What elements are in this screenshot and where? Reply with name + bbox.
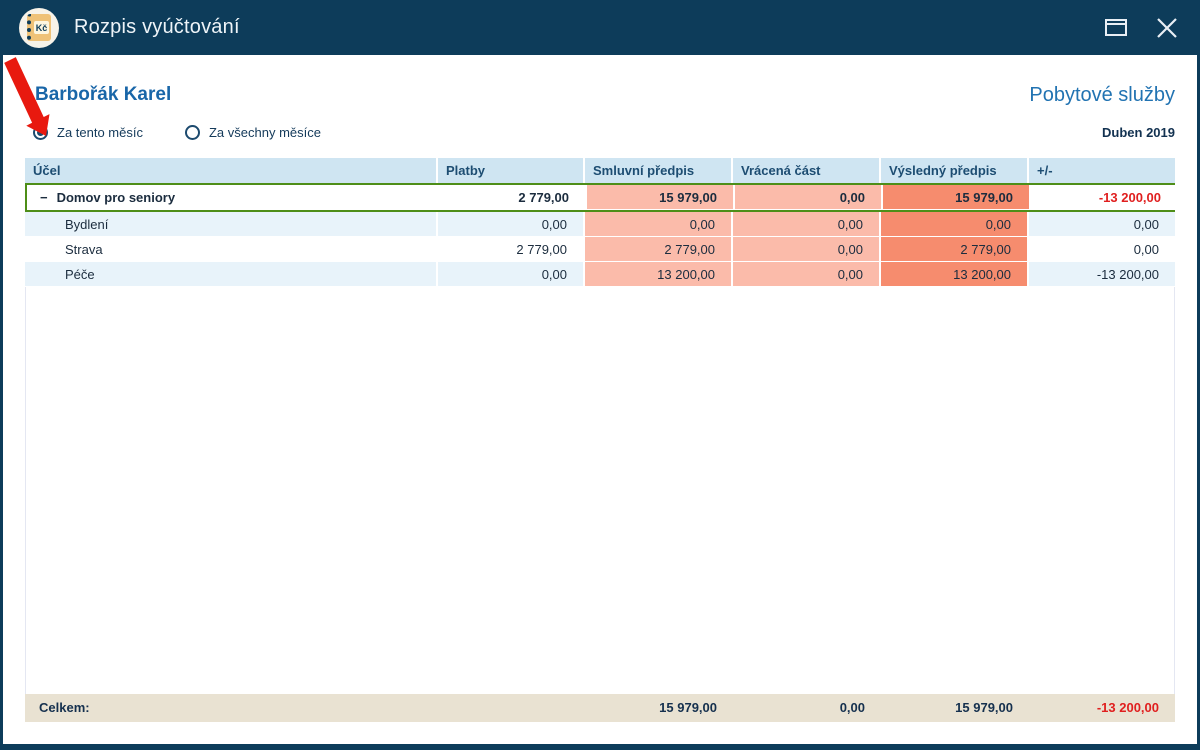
table-row-bydleni[interactable]: Bydlení 0,00 0,00 0,00 0,00 0,00 bbox=[25, 212, 1175, 237]
total-smluvni-predpis: 15 979,00 bbox=[659, 700, 717, 715]
column-header-smluvni-predpis[interactable]: Smluvní předpis bbox=[585, 158, 733, 183]
window-controls bbox=[1105, 16, 1179, 40]
cell-vracena-cast: 0,00 bbox=[735, 185, 883, 210]
service-type-label: Pobytové služby bbox=[1029, 83, 1175, 106]
cell-vracena-cast: 0,00 bbox=[733, 237, 881, 262]
collapse-icon[interactable]: − bbox=[40, 189, 48, 205]
cell-plusminus: -13 200,00 bbox=[1029, 262, 1175, 287]
radio-all-months[interactable]: Za všechny měsíce bbox=[184, 124, 321, 140]
radio-this-month-icon[interactable] bbox=[33, 124, 48, 140]
radio-all-months-label: Za všechny měsíce bbox=[208, 124, 321, 140]
cell-smluvni-predpis: 15 979,00 bbox=[587, 185, 735, 210]
column-header-ucel[interactable]: Účel bbox=[25, 158, 438, 183]
column-header-vysledny-predpis[interactable]: Výsledný předpis bbox=[881, 158, 1029, 183]
cell-vysledny-predpis: 13 200,00 bbox=[881, 262, 1029, 287]
row-label: Péče bbox=[25, 262, 438, 287]
row-label: Strava bbox=[25, 237, 438, 262]
row-label: Bydlení bbox=[25, 212, 438, 237]
total-plusminus: -13 200,00 bbox=[1096, 700, 1159, 715]
cell-vysledny-predpis: 0,00 bbox=[881, 212, 1029, 237]
table-empty-area bbox=[25, 287, 1175, 694]
cell-platby: 2 779,00 bbox=[438, 237, 585, 262]
cell-plusminus: -13 200,00 bbox=[1031, 185, 1177, 210]
cell-platby: 2 779,00 bbox=[440, 185, 587, 210]
cell-smluvni-predpis: 13 200,00 bbox=[585, 262, 733, 287]
table-row-domov-pro-seniory[interactable]: − Domov pro seniory 2 779,00 15 979,00 0… bbox=[25, 183, 1177, 212]
billing-table: Účel Platby Smluvní předpis Vrácená část… bbox=[25, 158, 1177, 722]
column-header-vracena-cast[interactable]: Vrácená část bbox=[733, 158, 881, 183]
cell-vracena-cast: 0,00 bbox=[733, 262, 881, 287]
period-filter: Za tento měsíc Za všechny měsíce Duben 2… bbox=[33, 123, 1175, 141]
column-header-platby[interactable]: Platby bbox=[438, 158, 585, 183]
cell-platby: 0,00 bbox=[438, 212, 585, 237]
titlebar: Kč Rozpis vyúčtování bbox=[3, 0, 1197, 55]
window-title: Rozpis vyúčtování bbox=[74, 16, 240, 38]
radio-all-months-icon[interactable] bbox=[184, 124, 200, 140]
period-label: Duben 2019 bbox=[1102, 124, 1175, 140]
total-vysledny-predpis: 15 979,00 bbox=[955, 700, 1013, 715]
row-label: Domov pro seniory bbox=[56, 189, 176, 205]
cell-vysledny-predpis: 15 979,00 bbox=[883, 185, 1031, 210]
content-area: Barbořák Karel Pobytové služby Za tento … bbox=[3, 55, 1197, 744]
total-label: Celkem: bbox=[39, 700, 90, 715]
total-vracena-cast: 0,00 bbox=[839, 700, 865, 715]
close-icon bbox=[1157, 17, 1177, 38]
cell-vracena-cast: 0,00 bbox=[733, 212, 881, 237]
maximize-button[interactable] bbox=[1105, 19, 1127, 36]
cell-platby: 0,00 bbox=[438, 262, 585, 287]
cell-smluvni-predpis: 2 779,00 bbox=[585, 237, 733, 262]
table-total-row: Celkem: 15 979,00 0,00 15 979,00 -13 200… bbox=[25, 694, 1175, 722]
table-row-strava[interactable]: Strava 2 779,00 2 779,00 0,00 2 779,00 0… bbox=[25, 237, 1175, 262]
close-button[interactable] bbox=[1155, 16, 1179, 40]
cell-plusminus: 0,00 bbox=[1029, 237, 1175, 262]
column-header-plusminus[interactable]: +/- bbox=[1029, 158, 1175, 183]
cell-vysledny-predpis: 2 779,00 bbox=[881, 237, 1029, 262]
table-header-row: Účel Platby Smluvní předpis Vrácená část… bbox=[25, 158, 1175, 183]
client-name: Barbořák Karel bbox=[35, 84, 172, 105]
cell-plusminus: 0,00 bbox=[1029, 212, 1175, 237]
kc-currency-icon: Kč bbox=[34, 21, 49, 34]
currency-notepad-icon: Kč bbox=[27, 14, 51, 41]
cell-smluvni-predpis: 0,00 bbox=[585, 212, 733, 237]
radio-this-month[interactable]: Za tento měsíc bbox=[33, 124, 143, 140]
radio-this-month-label: Za tento měsíc bbox=[57, 124, 143, 140]
table-row-pece[interactable]: Péče 0,00 13 200,00 0,00 13 200,00 -13 2… bbox=[25, 262, 1175, 287]
app-icon: Kč bbox=[19, 7, 59, 48]
